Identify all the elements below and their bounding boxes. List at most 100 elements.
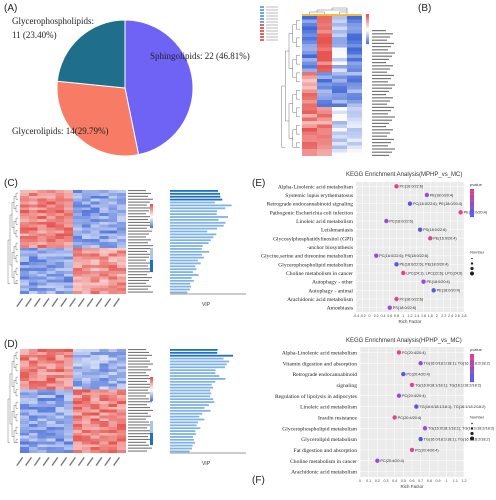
dot-f-xtick: 0.5: [401, 479, 406, 483]
vip-axis-label-c: VIP: [202, 302, 211, 308]
dot-e-xtick: 2.6: [455, 314, 460, 318]
heatmap-c: VIP: [7, 190, 246, 308]
dot-f-points: PC(20:4/20:4) TG(16:0/18:1/18:1); TG(16:1…: [375, 350, 495, 463]
svg-text:PC(16:0/22:6): PC(16:0/22:6): [400, 185, 424, 189]
heatmap-b: [260, 6, 395, 157]
dot-e-legend-pvalue: pvalue: [470, 182, 483, 187]
dot-f-term-label: Regulation of lipolysis in adipocytes: [275, 393, 357, 400]
dot-e-term-label: Glycosylphosphatidylinositol (GPI): [273, 235, 353, 242]
dot-f-term-label: Choline metabolism in cancer: [290, 459, 357, 465]
dot-e-xtick: 1.6: [421, 314, 426, 318]
dendrogram-b-top: [309, 7, 348, 14]
panel-e-label: (E): [252, 178, 266, 189]
dot-e-term-label: Arachidonic acid metabolism: [287, 297, 354, 303]
dot-e-points: PC(16:0/22:6) PE(18:0/20:4) PC(16:0/22:6);…: [374, 184, 488, 310]
dot-f-xtick: 0.2: [375, 479, 380, 483]
dot-e-term-label: Pathogenic Escherichia coli infection: [270, 209, 354, 216]
svg-text:PC(20:4/20:4): PC(20:4/20:4): [415, 448, 439, 452]
dot-f-legend-pvalue: pvalue: [470, 347, 483, 352]
svg-text:LPC(24:1); LPC(22:6); LPC(24:0: LPC(24:1); LPC(22:6); LPC(24:0): [406, 271, 463, 275]
heatmap-b-row-labels: [372, 30, 395, 156]
dot-e-term-label: Systemic lupus erythematosus: [285, 193, 353, 199]
heatmap-d-cells: [20, 349, 127, 454]
svg-text:PE(18:0/20:4): PE(18:0/20:4): [464, 211, 488, 215]
dot-e-term-label: Amoebiasis: [327, 306, 353, 312]
dot-e-xlabel: Rich Factor: [398, 319, 422, 324]
panel-a-label: (A): [4, 3, 18, 14]
panel-f-label: (F): [252, 475, 265, 486]
pie-chart: [56, 19, 194, 157]
dot-e-xtick: 0.2: [374, 314, 379, 318]
dot-e-xtick: 2.8: [462, 314, 467, 318]
dot-e-term-label: Linoleic acid metabolism: [296, 219, 354, 225]
dot-f-term-label: Fat digestion and absorption: [293, 448, 357, 454]
dot-e-xtick: 2.2: [441, 314, 446, 318]
pie-label-sphingolipids: Sphingolipids: 22 (46.81%): [150, 51, 250, 61]
heatmap-d: VIP: [7, 349, 246, 467]
svg-text:PC(20:4/20:4): PC(20:4/20:4): [398, 416, 422, 420]
svg-text:PC(20:4/20:4): PC(20:4/20:4): [402, 351, 426, 355]
dot-e-xtick: 1.8: [428, 314, 433, 318]
dot-f-xtick: 1.1: [453, 479, 458, 483]
dot-e-xtick: -0.2: [360, 314, 366, 318]
panel-f: (F) KEGG Enrichment Analysis(HPHP_vs_MC)…: [248, 335, 496, 500]
dot-plot-e: -0.4 -0.2 0 0.2 0.4 0.6 0.8 1 1.2 1.4 1.6 1.8 2 2.2 2.…: [261, 182, 488, 324]
dot-e-xtick: 0.8: [394, 314, 399, 318]
svg-text:TG(16:0/18:1/18:1); TG(16:1/18: TG(16:0/18:1/18:1); TG(16:1/18:2/18:2): [415, 383, 482, 387]
dot-e-legend-number: Number: [470, 250, 485, 255]
dot-e-term-label: Autophagy - other: [312, 280, 353, 286]
dot-plot-f: 0 0.1 0.2 0.3 0.4 0.5 0.6 0.7 0.8 0.9 1 1.1 1.2 Alpha…: [275, 347, 495, 489]
dendrogram-d-left: [7, 351, 18, 443]
vip-bars-c: [170, 190, 232, 294]
dot-f-xtick: 0.1: [366, 479, 371, 483]
dot-e-term-label: Leishmaniasis: [321, 228, 353, 234]
svg-text:TG(16:0/18:1/18:1); TG(16:1/18: TG(16:0/18:1/18:1); TG(16:1/18:2/18:2): [428, 427, 495, 431]
dot-e-term-label: Choline metabolism in cancer: [286, 271, 353, 277]
pie-label-glycerophospholipids-2: 11 (23.40%): [12, 30, 57, 40]
dot-f-term-label: signaling: [336, 383, 357, 389]
heatmap-d-col-labels: [16, 456, 120, 466]
dot-e-xtick: 1.4: [414, 314, 419, 318]
svg-text:PE(16:0/20:4): PE(16:0/20:4): [433, 237, 457, 241]
dot-e-xtick: 1.2: [408, 314, 413, 318]
dot-e-xtick: 0.6: [387, 314, 392, 318]
panel-c-label: (C): [4, 178, 18, 189]
dot-e-term-label: Glycerophospholipid metabolism: [278, 262, 353, 268]
dot-f-term-label: Arachidonic acid metabolism: [291, 470, 358, 476]
svg-text:PE(18:0/20:4): PE(18:0/20:4): [430, 193, 454, 197]
pie-label-glycerophospholipids-1: Glycerophospholipids:: [12, 16, 94, 26]
pie-label-glycerolipids: Glycerolipids: 14(29.79%): [12, 126, 109, 136]
dot-f-term-label: Vitamin digestion and absorption: [283, 361, 358, 367]
svg-text:PE(18:0/20:4): PE(18:0/20:4): [437, 289, 461, 293]
svg-text:PC(20:4/20:4): PC(20:4/20:4): [402, 394, 426, 398]
dot-e-xtick: -0.4: [353, 314, 359, 318]
pie-slice-glycerophospholipids: [56, 19, 126, 89]
legend-b: [260, 6, 278, 41]
panel-e-title: KEGG Enrichment Analysis(MPHP_vs_MC): [346, 172, 463, 178]
vip-axis-label-d: VIP: [202, 461, 211, 467]
svg-text:PC(16:0/22:6); PS(18:0/22:6): PC(16:0/22:6); PS(18:0/22:6): [379, 254, 429, 258]
dot-e-gridlines: [355, 182, 465, 312]
panel-d-label: (D): [4, 339, 18, 350]
dot-e-term-label: Glycine,serine and threonine metabolism: [261, 254, 354, 260]
svg-text:PE(18:0/20:4): PE(18:0/20:4): [427, 280, 451, 284]
svg-text:TG(16:0/18:1/18:1); TG(16:1/18: TG(16:0/18:1/18:1); TG(16:1/18:2/18:2): [419, 405, 486, 409]
svg-text:PC(20:4/20:4): PC(20:4/20:4): [380, 459, 404, 463]
dot-f-xtick: 0.6: [410, 479, 415, 483]
dot-f-xlabel: Rich Factor: [400, 484, 424, 489]
heatmap-c-row-labels: [128, 190, 153, 293]
dot-f-xtick: 0.9: [436, 479, 441, 483]
panel-f-title: KEGG Enrichment Analysis(HPHP_vs_MC): [346, 338, 462, 344]
svg-text:PS(18:0/22:6): PS(18:0/22:6): [393, 306, 417, 310]
dot-e-xtick: 0: [369, 314, 371, 318]
dot-e-xtick: 2: [436, 314, 438, 318]
dendrogram-c-left: [7, 192, 18, 284]
panel-c: (C) VIP: [0, 170, 248, 335]
panel-b: (B): [248, 0, 496, 170]
heatmap-b-cells: [302, 16, 363, 157]
heatmap-c-cells: [20, 190, 127, 295]
pie-slice-sphingolipids: [124, 19, 194, 156]
svg-text:PC(16:0/22:6); PE(18:0/20:4): PC(16:0/22:6); PE(18:0/20:4): [413, 202, 463, 206]
dot-f-legend-number: Number: [470, 415, 485, 420]
dot-f-term-label: Insulin resistance: [318, 415, 358, 421]
